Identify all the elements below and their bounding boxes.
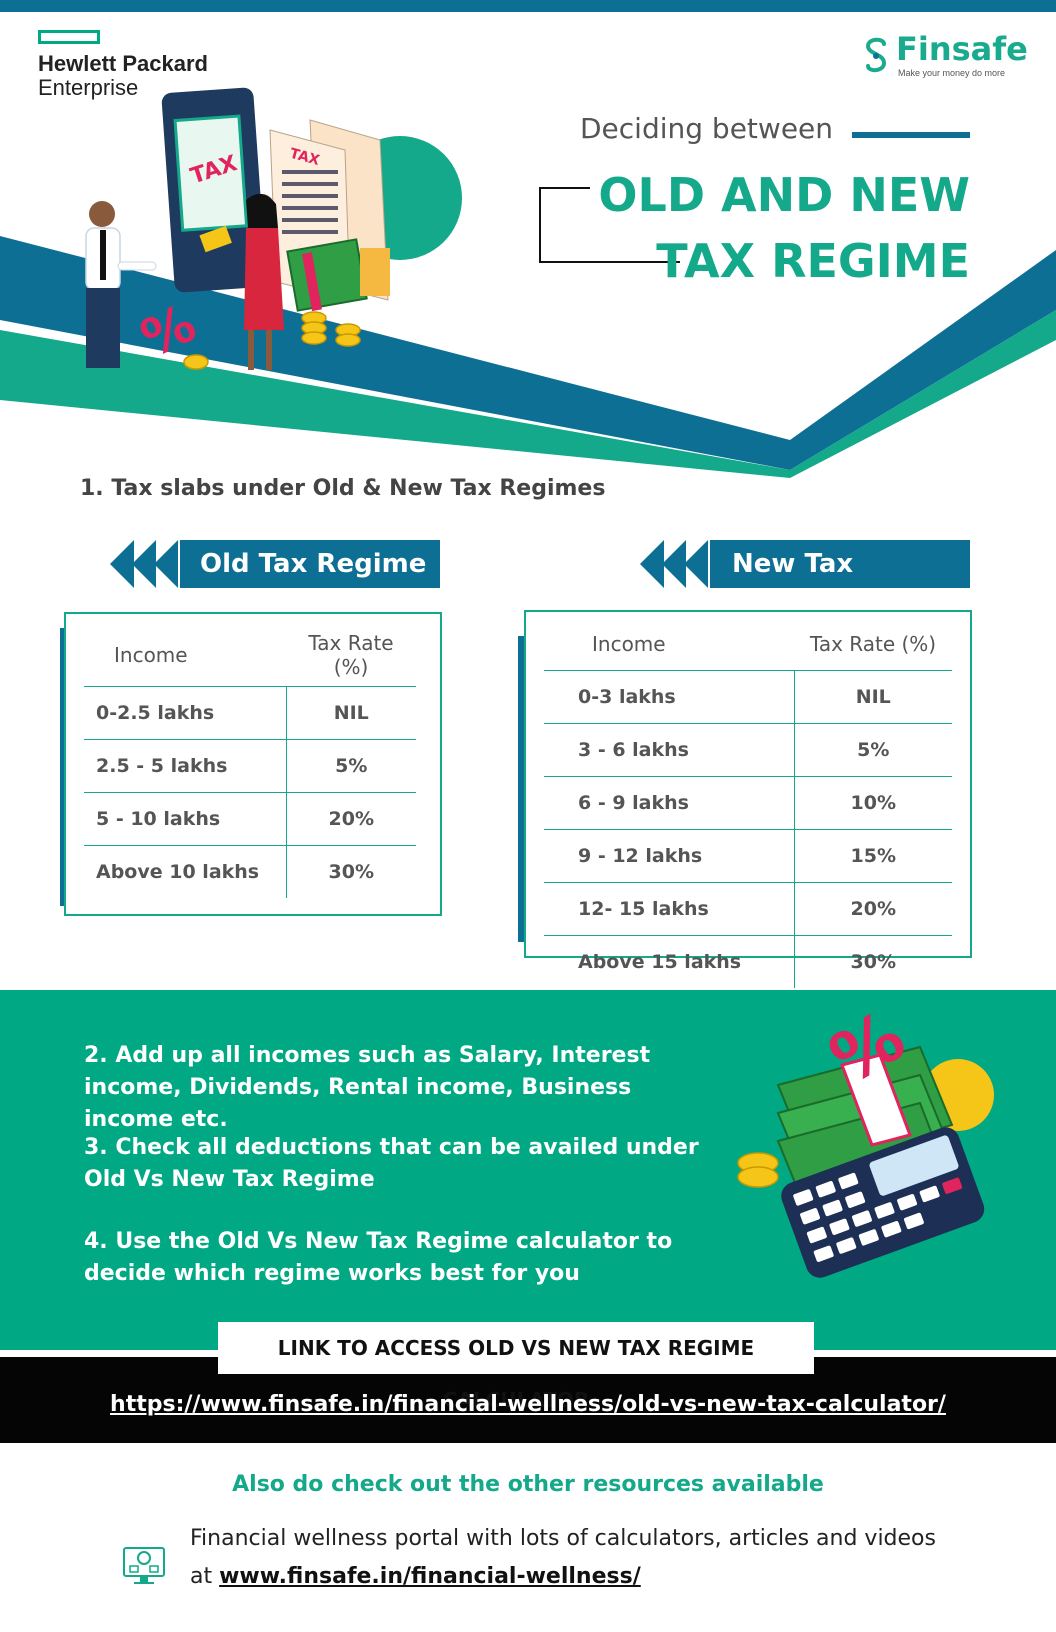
old-rate-cell: 5% bbox=[286, 739, 416, 793]
new-income-cell: 12- 15 lakhs bbox=[544, 882, 795, 936]
top-accent-bar bbox=[0, 0, 1056, 12]
finsafe-logo-text: Finsafe bbox=[896, 30, 1028, 68]
step-4-text: 4. Use the Old Vs New Tax Regime calcula… bbox=[84, 1229, 673, 1286]
title-accent-line bbox=[852, 132, 970, 138]
table-row: 0-2.5 lakhs NIL bbox=[84, 686, 416, 740]
step-3-text: 3. Check all deductions that can be avai… bbox=[84, 1135, 699, 1192]
old-rate-cell: 20% bbox=[286, 792, 416, 846]
old-income-header: Income bbox=[114, 643, 188, 667]
table-row: 6 - 9 lakhs 10% bbox=[544, 776, 952, 830]
old-regime-banner: Old Tax Regime bbox=[110, 540, 440, 588]
resources-line2-prefix: at bbox=[190, 1564, 220, 1589]
old-income-cell: 2.5 - 5 lakhs bbox=[84, 739, 287, 793]
old-income-cell: 0-2.5 lakhs bbox=[84, 686, 287, 740]
chevron-left-icon bbox=[640, 540, 664, 588]
new-regime-table: Income Tax Rate (%) 0-3 lakhs NIL 3 - 6 … bbox=[544, 618, 952, 988]
chevron-left-icon bbox=[110, 540, 134, 588]
new-rate-cell: 20% bbox=[794, 882, 952, 936]
coins-illustration bbox=[183, 311, 361, 370]
chevron-left-icon bbox=[662, 540, 686, 588]
calculator-money-illustration: % bbox=[737, 995, 994, 1278]
calculator-link-label: LINK TO ACCESS OLD VS NEW TAX REGIME CAL… bbox=[218, 1322, 814, 1412]
old-rate-cell: NIL bbox=[286, 686, 416, 740]
old-regime-table: Income Tax Rate (%) 0-2.5 lakhs NIL 2.5 … bbox=[84, 624, 416, 898]
new-rate-cell: 30% bbox=[794, 935, 952, 988]
resources-line1: Financial wellness portal with lots of c… bbox=[190, 1526, 936, 1551]
new-rate-cell: 5% bbox=[794, 723, 952, 777]
new-rate-cell: NIL bbox=[794, 670, 952, 724]
table-row: Above 15 lakhs 30% bbox=[544, 935, 952, 988]
new-rate-cell: 10% bbox=[794, 776, 952, 830]
old-regime-label: Old Tax Regime bbox=[180, 540, 440, 588]
businesswoman-illustration bbox=[244, 193, 284, 370]
table-row: 9 - 12 lakhs 15% bbox=[544, 829, 952, 883]
phone-tax-illustration bbox=[161, 87, 267, 293]
step-2-text: 2. Add up all incomes such as Salary, In… bbox=[84, 1043, 651, 1132]
new-rate-cell: 15% bbox=[794, 829, 952, 883]
hero-title-line2: TAX REGIME bbox=[656, 234, 970, 288]
old-rate-cell: 30% bbox=[286, 845, 416, 898]
illustration-tax-label-doc: TAX bbox=[288, 146, 321, 169]
hpe-logo-line2: Enterprise bbox=[38, 75, 139, 100]
calculator-icon bbox=[781, 1127, 985, 1278]
table-row: 0-3 lakhs NIL bbox=[544, 670, 952, 724]
old-regime-table-box: Income Tax Rate (%) 0-2.5 lakhs NIL 2.5 … bbox=[64, 612, 442, 916]
resources-heading: Also do check out the other resources av… bbox=[232, 1472, 824, 1497]
table-row: 2.5 - 5 lakhs 5% bbox=[84, 739, 416, 793]
financial-wellness-link[interactable]: www.finsafe.in/financial-wellness/ bbox=[219, 1564, 641, 1589]
new-income-cell: 9 - 12 lakhs bbox=[544, 829, 795, 883]
chevron-left-icon bbox=[684, 540, 708, 588]
hero-subtitle: Deciding between bbox=[580, 112, 834, 145]
hpe-logo-mark bbox=[38, 30, 100, 44]
new-rate-header: Tax Rate (%) bbox=[809, 632, 937, 656]
table-row: 5 - 10 lakhs 20% bbox=[84, 792, 416, 846]
new-income-cell: Above 15 lakhs bbox=[544, 935, 795, 988]
table-row: 3 - 6 lakhs 5% bbox=[544, 723, 952, 777]
money-stack-icon bbox=[776, 1045, 954, 1197]
money-stack-illustration bbox=[286, 238, 390, 312]
new-income-header: Income bbox=[592, 632, 666, 656]
new-table-accent bbox=[518, 636, 528, 942]
old-income-cell: Above 10 lakhs bbox=[84, 845, 287, 898]
new-income-cell: 3 - 6 lakhs bbox=[544, 723, 795, 777]
chevron-left-icon bbox=[132, 540, 156, 588]
new-income-cell: 0-3 lakhs bbox=[544, 670, 795, 724]
calculator-link-url[interactable]: https://www.finsafe.in/financial-wellnes… bbox=[110, 1392, 946, 1417]
new-income-cell: 6 - 9 lakhs bbox=[544, 776, 795, 830]
old-rate-header: Tax Rate (%) bbox=[308, 631, 394, 679]
title-bracket bbox=[539, 187, 680, 263]
old-income-cell: 5 - 10 lakhs bbox=[84, 792, 287, 846]
hpe-logo-line1: Hewlett Packard bbox=[38, 51, 208, 76]
finsafe-logo-icon bbox=[865, 37, 887, 73]
new-regime-label: New Tax Regime bbox=[710, 540, 970, 627]
finsafe-tagline: Make your money do more bbox=[898, 68, 1006, 78]
section-tax-slabs-title: 1. Tax slabs under Old & New Tax Regimes bbox=[80, 476, 606, 501]
new-regime-banner: New Tax Regime bbox=[640, 540, 970, 627]
hero-title-line1: OLD AND NEW bbox=[598, 168, 970, 222]
table-row: 12- 15 lakhs 20% bbox=[544, 882, 952, 936]
portal-monitor-icon bbox=[123, 1547, 165, 1584]
coins-icon bbox=[737, 1152, 779, 1188]
businessman-illustration bbox=[85, 201, 157, 368]
resources-line2: at www.finsafe.in/financial-wellness/ bbox=[190, 1564, 641, 1589]
new-regime-table-box: Income Tax Rate (%) 0-3 lakhs NIL 3 - 6 … bbox=[524, 610, 972, 988]
chevron-left-icon bbox=[154, 540, 178, 588]
hero-background: TAX TAX % bbox=[0, 87, 1056, 478]
table-row: Above 10 lakhs 30% bbox=[84, 845, 416, 898]
